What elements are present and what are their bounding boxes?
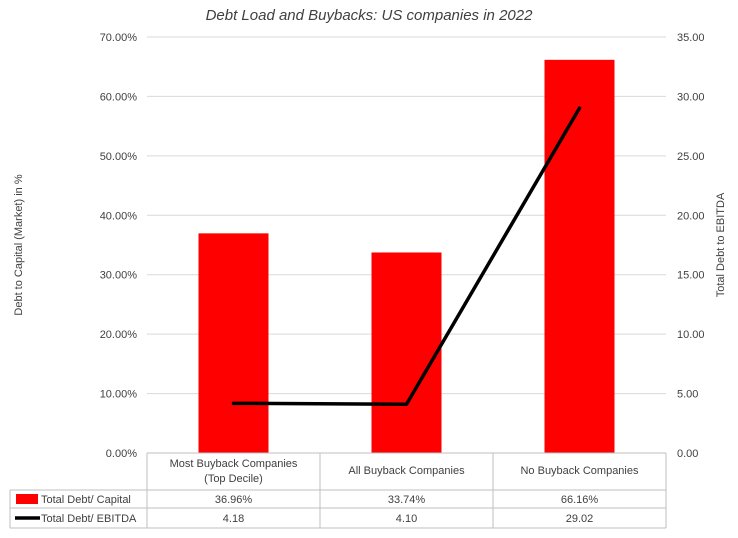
bar (198, 233, 269, 453)
y-tick-label: 10.00% (100, 389, 138, 401)
bar (544, 59, 615, 454)
line-point (405, 402, 408, 406)
y-tick-label: 0.00% (106, 448, 137, 460)
category-label: Most Buyback Companies (170, 458, 298, 470)
y-tick-label: 30.00% (100, 270, 138, 282)
data-label: 4.10 (396, 513, 417, 525)
data-label: 33.74% (388, 494, 426, 506)
data-label: 66.16% (561, 494, 599, 506)
y-tick-label: 70.00% (100, 32, 138, 44)
y-tick-label: 20.00% (100, 329, 138, 341)
y2-tick-label: 35.00 (677, 32, 705, 44)
data-label: 29.02 (566, 513, 594, 525)
y-axis-label: Debt to Capital (Market) in % (13, 174, 25, 315)
y-tick-label: 60.00% (100, 91, 138, 103)
y2-tick-label: 0.00 (677, 448, 698, 460)
y-tick-label: 40.00% (100, 210, 138, 222)
y2-tick-label: 5.00 (677, 389, 698, 401)
category-label: All Buyback Companies (348, 465, 465, 477)
data-label: 4.18 (223, 513, 244, 525)
legend-key-bar (16, 494, 38, 504)
line-series (231, 106, 582, 407)
category-label: (Top Decile) (204, 473, 263, 485)
legend-label: Total Debt/ Capital (41, 494, 131, 506)
y2-tick-label: 10.00 (677, 329, 705, 341)
line-point (232, 401, 235, 405)
y-tick-label: 50.00% (100, 151, 138, 163)
y2-axis-label: Total Debt to EBITDA (715, 192, 727, 297)
data-table: Most Buyback Companies (Top Decile) All Bu… (9, 452, 667, 529)
line-point (578, 106, 581, 110)
axis-ticks: 0.00% 0.00 10.00% 5.00 20.00% 10.00 30.00% 15.0… (100, 32, 705, 460)
y2-tick-label: 15.00 (677, 270, 705, 282)
chart-title: Debt Load and Buybacks: US companies in … (206, 7, 534, 24)
bar (371, 252, 442, 453)
bars (198, 59, 615, 454)
legend-label: Total Debt/ EBITDA (41, 513, 137, 525)
data-label: 36.96% (215, 494, 253, 506)
category-label: No Buyback Companies (520, 465, 639, 477)
y2-tick-label: 20.00 (677, 210, 705, 222)
y2-tick-label: 30.00 (677, 91, 705, 103)
y2-tick-label: 25.00 (677, 151, 705, 163)
